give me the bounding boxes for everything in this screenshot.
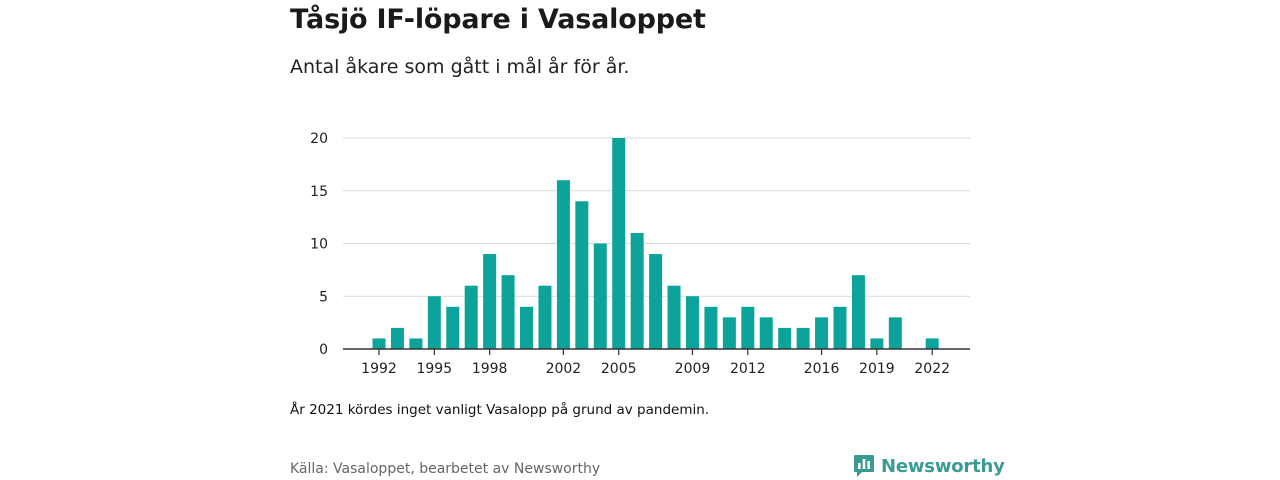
bar-2006 bbox=[630, 232, 644, 349]
bar-2011 bbox=[722, 317, 736, 349]
x-tick-label: 2016 bbox=[804, 361, 840, 377]
bar-1996 bbox=[446, 306, 460, 349]
bar-2007 bbox=[649, 254, 663, 349]
x-tick-label: 1995 bbox=[416, 361, 452, 377]
bar-2020 bbox=[888, 317, 902, 349]
bar-2019 bbox=[870, 338, 884, 349]
bar-2018 bbox=[851, 275, 865, 349]
bars bbox=[372, 138, 939, 349]
y-tick-label: 20 bbox=[310, 131, 328, 147]
bar-1994 bbox=[409, 338, 423, 349]
x-tick-label: 1998 bbox=[472, 361, 508, 377]
bar-2022 bbox=[925, 338, 939, 349]
bar-2009 bbox=[685, 296, 699, 349]
brand-logo: Newsworthy bbox=[853, 452, 1005, 480]
x-tick-label: 2022 bbox=[914, 361, 950, 377]
bar-2015 bbox=[796, 327, 810, 349]
chart-note: År 2021 kördes inget vanligt Vasalopp på… bbox=[290, 402, 710, 418]
x-tick-label: 2005 bbox=[601, 361, 637, 377]
y-tick-label: 5 bbox=[319, 289, 328, 305]
bar-1993 bbox=[390, 327, 404, 349]
brand-name: Newsworthy bbox=[881, 455, 1005, 477]
bar-chart: 0 5 10 15 20 1992 1995 1998 2002 2005 2009 2012 2016… bbox=[310, 131, 970, 377]
bar-2005 bbox=[612, 138, 626, 349]
bar-1998 bbox=[483, 254, 497, 349]
bar-1992 bbox=[372, 338, 386, 349]
bar-2003 bbox=[575, 201, 589, 349]
bar-2002 bbox=[556, 180, 570, 349]
tick-labels: 0 5 10 15 20 1992 1995 1998 2002 2005 2009 2012 2016… bbox=[310, 131, 950, 377]
x-tick-label: 2019 bbox=[859, 361, 895, 377]
bar-1999 bbox=[501, 275, 515, 349]
bar-2013 bbox=[759, 317, 773, 349]
bar-2014 bbox=[778, 327, 792, 349]
chart-subtitle: Antal åkare som gått i mål år för år. bbox=[290, 56, 630, 78]
bar-2004 bbox=[593, 243, 607, 349]
bar-2016 bbox=[815, 317, 829, 349]
bar-2010 bbox=[704, 306, 718, 349]
x-tick-label: 2009 bbox=[675, 361, 711, 377]
bar-1997 bbox=[464, 285, 478, 349]
source-text: Källa: Vasaloppet, bearbetet av Newswort… bbox=[290, 461, 601, 477]
chart-title: Tåsjö IF-löpare i Vasaloppet bbox=[290, 4, 706, 35]
bar-2012 bbox=[741, 306, 755, 349]
y-tick-label: 15 bbox=[310, 184, 328, 200]
y-tick-label: 0 bbox=[319, 342, 328, 358]
y-tick-label: 10 bbox=[310, 237, 328, 253]
x-tick-label: 2002 bbox=[546, 361, 582, 377]
axes bbox=[343, 348, 970, 355]
bar-2001 bbox=[538, 285, 552, 349]
x-tick-label: 1992 bbox=[361, 361, 397, 377]
bar-2017 bbox=[833, 306, 847, 349]
x-tick-label: 2012 bbox=[730, 361, 766, 377]
newsworthy-logo-icon bbox=[854, 455, 874, 477]
bar-2000 bbox=[520, 306, 534, 349]
bar-2008 bbox=[667, 285, 681, 349]
bar-1995 bbox=[427, 296, 441, 349]
